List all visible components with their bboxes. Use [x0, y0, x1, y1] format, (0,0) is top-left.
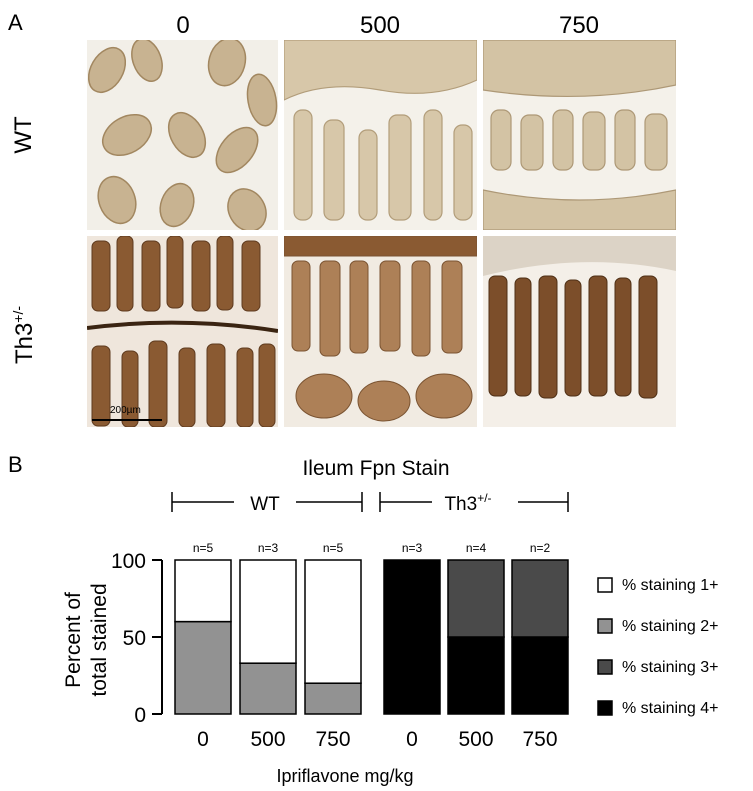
x-tick-label-3: 0 — [406, 728, 418, 751]
legend-swatch-3 — [597, 700, 613, 716]
bar-segment-2-series-1 — [304, 682, 362, 715]
x-tick-label-4: 500 — [458, 728, 493, 751]
x-axis-label: Ipriflavone mg/kg — [276, 766, 413, 786]
bar-segment-3-series-3 — [383, 559, 441, 715]
column-label-500: 500 — [359, 12, 401, 39]
x-tick-label-2: 750 — [315, 728, 350, 751]
legend-swatch-0 — [597, 577, 613, 593]
y-axis-label-line-1: Percent of — [62, 592, 85, 688]
row-label-th3-main: Th3 — [11, 322, 38, 365]
x-tick-label-1: 500 — [250, 728, 285, 751]
legend-swatch-1 — [597, 618, 613, 634]
bar-segment-2-series-0 — [304, 559, 362, 684]
y-tick-label-0: 0 — [134, 704, 146, 727]
scale-bar-label: 200µm — [110, 405, 141, 416]
bar-segment-4-series-3 — [447, 636, 505, 715]
group-bracket-th3 — [379, 492, 569, 512]
legend-swatch-2 — [597, 659, 613, 675]
legend-label-3: % staining 4+ — [622, 700, 719, 717]
group-label-th3-main: Th3 — [444, 494, 477, 515]
y-tick-label-2: 100 — [111, 550, 146, 573]
chart-title: Ileum Fpn Stain — [302, 457, 449, 480]
micrograph-th3-500 — [284, 236, 477, 427]
legend-label-2: % staining 3+ — [622, 659, 719, 676]
n-label-1: n=3 — [258, 541, 279, 555]
n-label-2: n=5 — [323, 541, 344, 555]
column-label-0: 0 — [176, 12, 190, 39]
n-labels: n=5 n=3 n=5 n=3 n=4 n=2 — [193, 541, 551, 555]
panel-b-letter: B — [8, 452, 23, 477]
micrograph-wt-750 — [483, 40, 676, 230]
bars — [174, 559, 569, 715]
y-tick-label-1: 50 — [123, 627, 146, 650]
bar-segment-1-series-1 — [239, 662, 297, 715]
group-label-wt: WT — [250, 494, 280, 515]
legend-label-0: % staining 1+ — [622, 577, 719, 594]
y-axis-label-line-2: total stained — [88, 583, 111, 696]
legend-label-1: % staining 2+ — [622, 618, 719, 635]
x-tick-labels: 0 500 750 0 500 750 — [197, 728, 557, 751]
panel-a-letter: A — [8, 10, 23, 35]
bar-segment-0-series-1 — [174, 620, 232, 715]
row-label-th3-sup: +/- — [10, 305, 26, 323]
micrograph-wt-0 — [87, 40, 278, 230]
x-tick-label-5: 750 — [522, 728, 557, 751]
micrograph-th3-0 — [87, 236, 278, 427]
micrograph-wt-500 — [284, 40, 477, 230]
bar-segment-4-series-2 — [447, 559, 505, 638]
bar-segment-5-series-3 — [511, 636, 569, 715]
n-label-5: n=2 — [530, 541, 551, 555]
group-label-th3-sup: +/- — [477, 491, 491, 505]
bar-segment-1-series-0 — [239, 559, 297, 664]
n-label-0: n=5 — [193, 541, 214, 555]
y-ticks: 0 50 100 — [111, 550, 162, 727]
micrograph-th3-750 — [483, 236, 676, 427]
group-bracket-wt — [171, 492, 363, 512]
legend: % staining 1+ % staining 2+ % staining 3+%… — [597, 577, 719, 717]
x-tick-label-0: 0 — [197, 728, 209, 751]
group-label-th3: Th3+/- — [444, 491, 491, 515]
row-label-wt: WT — [10, 116, 37, 154]
n-label-3: n=3 — [402, 541, 423, 555]
bar-segment-0-series-0 — [174, 559, 232, 623]
scale-bar-line — [92, 419, 162, 421]
bar-segment-5-series-2 — [511, 559, 569, 638]
n-label-4: n=4 — [466, 541, 487, 555]
row-label-th3: Th3+/- — [10, 285, 40, 385]
column-label-750: 750 — [558, 12, 600, 39]
stacked-bar-chart: Ileum Fpn Stain WT Th3+/- Percent of tot… — [62, 457, 719, 786]
